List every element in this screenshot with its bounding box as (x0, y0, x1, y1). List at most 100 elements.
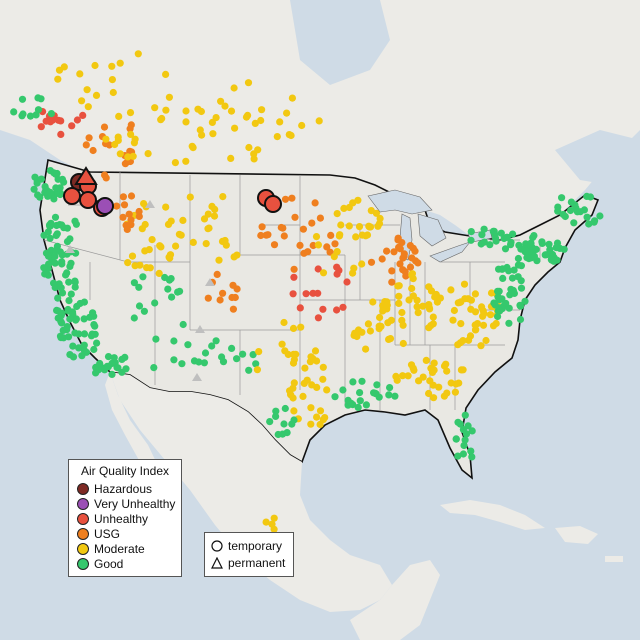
monitor-dot (408, 254, 416, 262)
monitor-dot (356, 389, 364, 397)
monitor-dot (276, 118, 284, 126)
monitor-dot (430, 359, 438, 367)
monitor-dot (93, 339, 101, 347)
monitor-dot (57, 284, 65, 292)
monitor-dot (456, 420, 464, 428)
monitor-dot (288, 94, 296, 102)
monitor-dot (10, 108, 18, 116)
monitor-dot (47, 110, 56, 118)
monitor-dot (480, 310, 488, 318)
monitor-dot (65, 278, 73, 286)
monitor-dot (120, 201, 129, 209)
monitor-dot (378, 255, 386, 263)
hazardous-swatch-icon (77, 483, 89, 495)
monitor-dot (150, 364, 158, 372)
monitor-dot (41, 183, 49, 191)
monitor-dot (76, 299, 84, 308)
monitor-dot (467, 305, 475, 313)
monitor-dot (411, 247, 419, 255)
monitor-dot (216, 296, 224, 304)
monitor-dot (75, 344, 83, 352)
monitor-dot (108, 62, 116, 70)
monitor-dot (283, 109, 291, 117)
monitor-dot (257, 231, 265, 240)
monitor-dot (406, 242, 414, 250)
monitor-dot (44, 252, 53, 260)
monitor-dot (198, 131, 206, 139)
monitor-dot (461, 411, 469, 419)
monitor-dot (413, 303, 421, 311)
monitor-dot (125, 210, 133, 218)
monitor-dot (63, 326, 71, 334)
monitor-dot (494, 312, 502, 321)
monitor-dot (449, 316, 457, 324)
monitor-dot (55, 66, 64, 74)
monitor-dot (383, 247, 391, 255)
monitor-dot (596, 212, 604, 220)
monitor-dot (395, 299, 403, 307)
monitor-dot (468, 427, 476, 435)
monitor-dot (138, 225, 146, 233)
monitor-dot (354, 403, 362, 411)
monitor-dot (333, 306, 341, 314)
monitor-dot (171, 159, 179, 167)
monitor-dot (110, 354, 118, 362)
monitor-dot (78, 352, 86, 360)
monitor-dot (425, 301, 433, 309)
monitor-dot (279, 224, 287, 232)
monitor-dot (230, 84, 238, 92)
monitor-dot (385, 391, 393, 399)
monitor-dot (349, 378, 357, 386)
monitor-dot (399, 339, 407, 348)
monitor-dot (366, 223, 375, 231)
monitor-dot (290, 407, 298, 415)
monitor-dot (494, 293, 502, 301)
monitor-dot (307, 420, 315, 428)
monitor-dot (460, 441, 468, 450)
monitor-dot (400, 250, 408, 258)
monitor-dot (68, 122, 76, 130)
monitor-dot (499, 265, 507, 273)
monitor-dot (590, 218, 598, 226)
monitor-dot (57, 130, 65, 138)
monitor-dot (323, 243, 331, 251)
monitor-dot (337, 221, 345, 229)
monitor-dot (566, 206, 575, 215)
monitor-dot (358, 260, 366, 268)
monitor-dot (352, 233, 360, 241)
monitor-dot (80, 341, 88, 349)
monitor-dot (177, 231, 185, 239)
monitor-dot (126, 109, 135, 117)
legend-item-permanent: permanent (211, 556, 285, 570)
monitor-dot (127, 216, 135, 224)
st-lawrence-gulf (555, 130, 640, 185)
monitor-dot (435, 383, 443, 391)
monitor-dot (419, 302, 427, 310)
monitor-dot (108, 76, 116, 84)
monitor-dot (197, 107, 205, 116)
monitor-dot (541, 251, 549, 259)
monitor-dot (517, 262, 526, 270)
monitor-dot (135, 302, 144, 310)
monitor-dot (447, 379, 455, 387)
monitor-dot (54, 294, 62, 302)
monitor-dot (60, 178, 68, 186)
monitor-dot (371, 389, 379, 397)
monitor-dot (114, 364, 122, 372)
monitor-dot (455, 379, 463, 387)
monitor-dot (339, 386, 347, 394)
monitor-dot (127, 130, 135, 138)
monitor-dot (227, 154, 235, 162)
monitor-dot (200, 359, 208, 367)
monitor-dot (552, 244, 560, 252)
monitor-dot (461, 436, 469, 444)
monitor-dot (547, 255, 555, 264)
monitor-dot (430, 394, 438, 402)
monitor-dot (560, 245, 568, 253)
monitor-dot (429, 381, 437, 389)
monitor-dot (386, 384, 394, 392)
monitor-dot (494, 287, 502, 295)
monitor-dot (299, 392, 307, 400)
monitor-dot (530, 232, 538, 240)
monitor-dot (227, 107, 236, 115)
